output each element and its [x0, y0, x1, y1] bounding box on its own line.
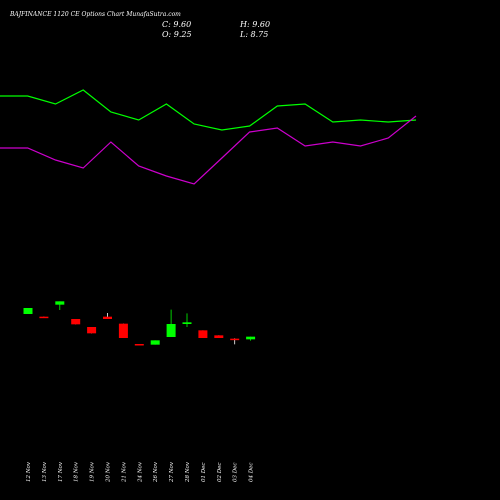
candle-body	[39, 316, 49, 319]
candle-body	[166, 324, 176, 337]
candle-body	[150, 340, 160, 345]
indicator-lines	[0, 89, 417, 185]
x-tick-label: 20 Nov	[106, 461, 112, 483]
indicator-line-1	[0, 89, 417, 131]
x-tick-label: 12 Nov	[26, 461, 32, 482]
x-tick-label: 19 Nov	[90, 461, 96, 482]
x-tick-label: 04 Dec	[249, 463, 255, 483]
x-tick-label: 03 Dec	[233, 463, 239, 483]
candle-body	[23, 308, 33, 314]
candle-body	[230, 338, 240, 341]
candle-body	[246, 336, 256, 340]
candle-body	[214, 335, 224, 338]
x-tick-label: 24 Nov	[137, 461, 143, 483]
candle-body	[71, 319, 81, 325]
low-value: L: 8.75	[239, 30, 268, 39]
open-value: O: 9.25	[162, 30, 192, 39]
x-tick-label: 26 Nov	[153, 461, 159, 483]
candle-body	[118, 323, 128, 338]
candle-body	[134, 344, 144, 346]
candles	[23, 301, 256, 346]
x-tick-label: 21 Nov	[121, 461, 127, 483]
chart-title: BAJFINANCE 1120 CE Options Chart MunafaS…	[9, 11, 181, 18]
x-tick-label: 13 Nov	[42, 461, 48, 482]
candle-body	[103, 316, 112, 319]
x-tick-label: 28 Nov	[185, 461, 191, 483]
candle-body	[182, 322, 192, 324]
high-value: H: 9.60	[239, 20, 270, 29]
candle-body	[55, 301, 65, 305]
candle-body	[198, 330, 208, 338]
x-tick-label: 02 Dec	[217, 463, 223, 483]
candle-body	[87, 327, 97, 334]
x-tick-label: 27 Nov	[169, 461, 175, 483]
x-tick-label: 17 Nov	[58, 461, 64, 482]
x-tick-label: 18 Nov	[74, 461, 80, 482]
close-value: C: 9.60	[162, 20, 191, 29]
indicator-line-2	[0, 115, 417, 185]
x-tick-label: 01 Dec	[201, 463, 207, 483]
x-axis: 12 Nov 13 Nov 17 Nov 18 Nov 19 Nov 20 Nov 21 N…	[26, 461, 255, 483]
